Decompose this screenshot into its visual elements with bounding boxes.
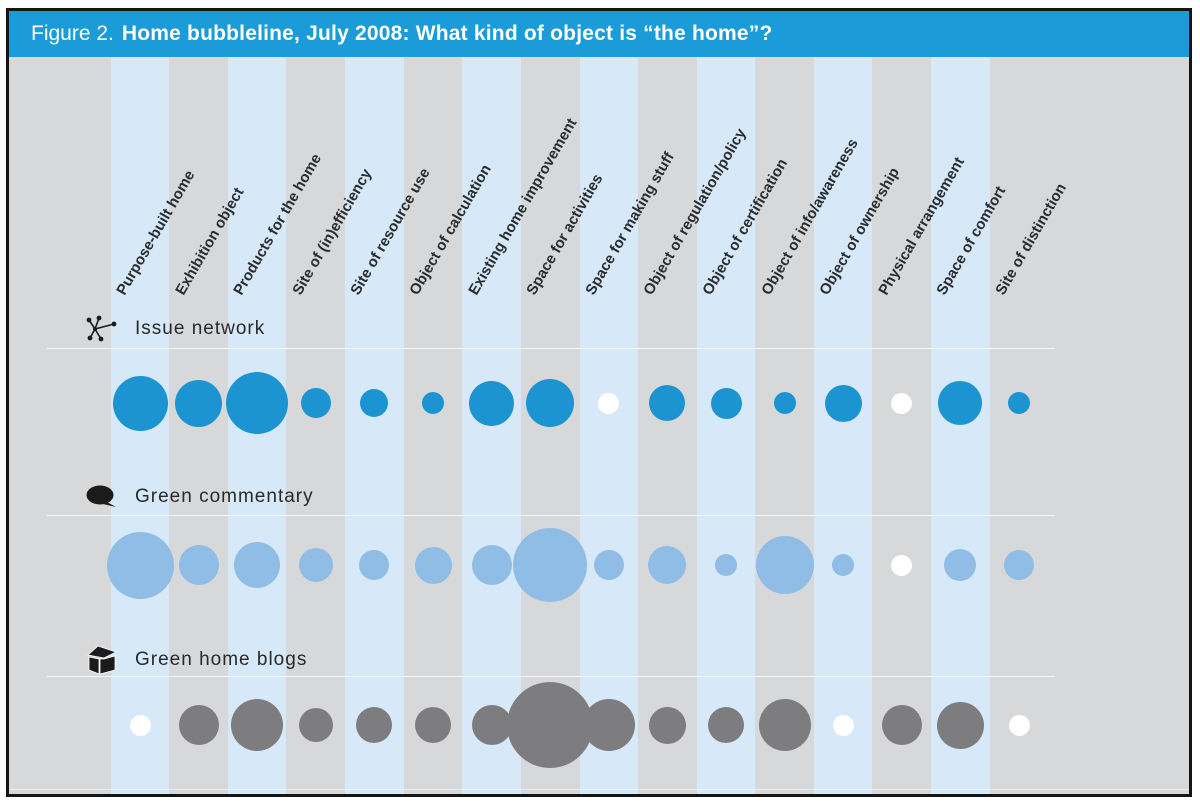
bubble xyxy=(226,372,289,434)
bubble xyxy=(944,549,977,581)
bubble xyxy=(178,705,219,745)
bubble xyxy=(231,699,284,751)
bubble xyxy=(178,545,219,585)
bubble xyxy=(234,542,281,588)
bubbleline-chart: Issue network Green commentary xyxy=(9,57,1189,794)
column-stripe xyxy=(813,57,873,794)
column-stripe xyxy=(696,57,756,794)
bubble xyxy=(469,380,515,426)
bubble xyxy=(471,705,512,745)
bubble xyxy=(648,706,686,744)
network-icon xyxy=(79,314,125,344)
bubble xyxy=(936,701,984,749)
bubble xyxy=(708,707,744,743)
bubble xyxy=(649,385,686,421)
bubble xyxy=(1008,392,1030,414)
bubble xyxy=(360,389,389,417)
bubble xyxy=(359,550,390,580)
bubble xyxy=(175,379,223,427)
figure-title: Home bubbleline, July 2008: What kind of… xyxy=(121,22,773,45)
bubble xyxy=(648,546,687,584)
zero-bubble xyxy=(129,714,151,736)
bubble xyxy=(507,682,594,768)
figure-frame: Figure 2. Home bubbleline, July 2008: Wh… xyxy=(6,8,1192,797)
bubble xyxy=(298,708,333,742)
bubble xyxy=(422,392,444,414)
bubble xyxy=(758,699,811,751)
figure-header: Figure 2. Home bubbleline, July 2008: Wh… xyxy=(9,11,1189,57)
bubble xyxy=(356,707,393,743)
row-label-issue-network: Issue network xyxy=(135,318,266,339)
zero-bubble xyxy=(598,392,620,414)
bubble xyxy=(513,528,588,602)
bubble xyxy=(415,707,451,743)
bubble xyxy=(710,387,742,419)
bubble xyxy=(414,546,452,584)
bottom-seam-line xyxy=(9,789,1189,790)
row-header-green-commentary: Green commentary xyxy=(79,483,314,511)
bubble xyxy=(112,375,168,431)
speech-bubble-icon xyxy=(79,484,125,510)
row-label-green-commentary: Green commentary xyxy=(135,486,314,507)
row-divider xyxy=(47,515,1055,516)
column-stripe xyxy=(931,57,990,794)
row-header-green-home-blogs: Green home blogs xyxy=(79,644,308,676)
column-stripe xyxy=(579,57,639,794)
bubble xyxy=(298,548,333,582)
bubble xyxy=(832,554,855,576)
bubble xyxy=(755,536,814,594)
zero-bubble xyxy=(891,392,913,414)
zero-bubble xyxy=(1008,714,1030,736)
bubble xyxy=(106,531,174,599)
bubble xyxy=(526,379,575,427)
zero-bubble xyxy=(891,554,913,576)
figure-number: Figure 2. xyxy=(31,22,114,45)
row-divider xyxy=(47,348,1055,349)
row-header-issue-network: Issue network xyxy=(79,315,265,343)
column-stripe xyxy=(345,57,404,794)
column-stripe xyxy=(462,57,521,794)
bubble xyxy=(1004,550,1034,580)
zero-bubble xyxy=(832,714,854,736)
bubble xyxy=(773,392,796,414)
bubble xyxy=(938,381,983,425)
bubble xyxy=(471,545,512,585)
row-label-green-home-blogs: Green home blogs xyxy=(135,649,308,670)
bubble xyxy=(300,388,331,418)
bubble xyxy=(881,705,922,745)
bubble xyxy=(715,554,737,576)
house-icon xyxy=(79,644,125,676)
bubble xyxy=(824,384,862,422)
bubble xyxy=(582,699,635,751)
row-divider xyxy=(47,676,1055,677)
bubble xyxy=(593,550,624,580)
